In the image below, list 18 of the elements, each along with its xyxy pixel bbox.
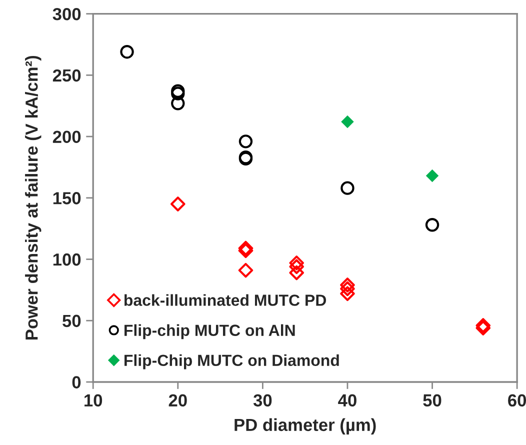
y-tick-label: 100 xyxy=(53,253,81,266)
y-tick-label: 150 xyxy=(53,192,81,204)
x-tick-label: 30 xyxy=(253,394,272,407)
y-tick-label: 0 xyxy=(72,376,81,388)
y-tick-label: 50 xyxy=(62,314,81,328)
legend-label: back-illuminated MUTC PD xyxy=(124,294,326,306)
x-tick-label: 10 xyxy=(84,394,102,407)
y-tick-label: 200 xyxy=(52,130,81,143)
x-tick-label: 40 xyxy=(338,394,356,407)
legend-label: Flip-Chip MUTC on Diamond xyxy=(124,354,339,370)
x-tick-label: 60 xyxy=(508,394,526,407)
y-tick-label: 250 xyxy=(52,69,81,82)
y-tick-label: 300 xyxy=(52,8,81,20)
y-axis-title: Power density at failure (V kA/cm²) xyxy=(25,56,42,340)
x-axis-title: PD diameter (µm) xyxy=(234,418,376,435)
legend-label: Flip-chip MUTC on AlN xyxy=(124,324,295,340)
x-tick-label: 50 xyxy=(423,394,442,407)
x-tick-label: 20 xyxy=(168,394,187,407)
